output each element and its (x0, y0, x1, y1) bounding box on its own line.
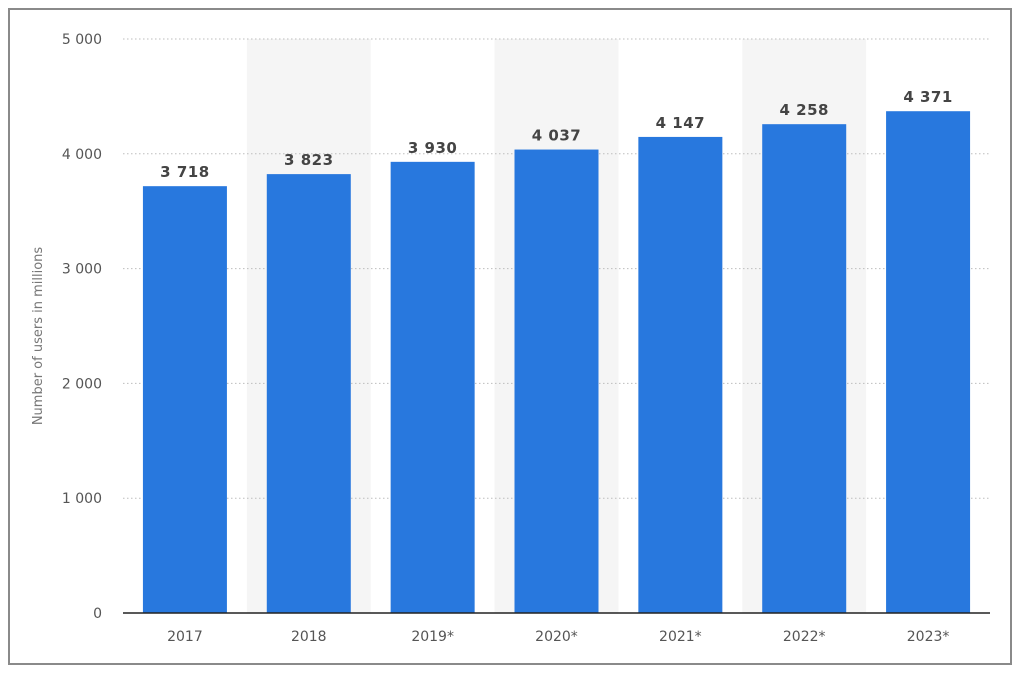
y-tick-label: 4 000 (62, 147, 102, 163)
data-label: 4 147 (656, 114, 705, 132)
y-tick-label: 1 000 (62, 491, 102, 507)
data-label: 4 258 (779, 101, 828, 119)
bar (266, 174, 351, 613)
x-tick-label: 2023* (907, 629, 950, 645)
x-tick-label: 2017 (167, 629, 203, 645)
bar (390, 161, 475, 613)
x-axis-ticks: 2017 2018 2019* 2020* 2021* 2022* 2023* (167, 629, 949, 645)
y-tick-label: 0 (93, 606, 102, 622)
bar (142, 186, 227, 614)
x-tick-label: 2022* (783, 629, 826, 645)
data-label: 4 371 (903, 88, 952, 106)
x-tick-label: 2019* (411, 629, 454, 645)
bar (638, 136, 723, 614)
x-tick-label: 2021* (659, 629, 702, 645)
y-tick-label: 5 000 (62, 32, 102, 48)
x-tick-label: 2020* (535, 629, 578, 645)
bar (762, 124, 847, 613)
y-tick-label: 3 000 (62, 262, 102, 278)
data-label: 3 930 (408, 139, 457, 157)
bar (514, 149, 599, 613)
y-axis-ticks: 0 1 000 2 000 3 000 4 000 5 000 (62, 32, 102, 622)
data-label: 4 037 (532, 127, 581, 145)
data-label: 3 823 (284, 151, 333, 169)
y-axis-label: Number of users in millions (31, 247, 46, 426)
bars (142, 111, 971, 614)
x-tick-label: 2018 (291, 629, 327, 645)
bar (886, 111, 971, 613)
y-tick-label: 2 000 (62, 376, 102, 392)
data-label: 3 718 (160, 163, 209, 181)
data-labels: 3 718 3 823 3 930 4 037 4 147 4 258 4 371 (160, 88, 952, 181)
